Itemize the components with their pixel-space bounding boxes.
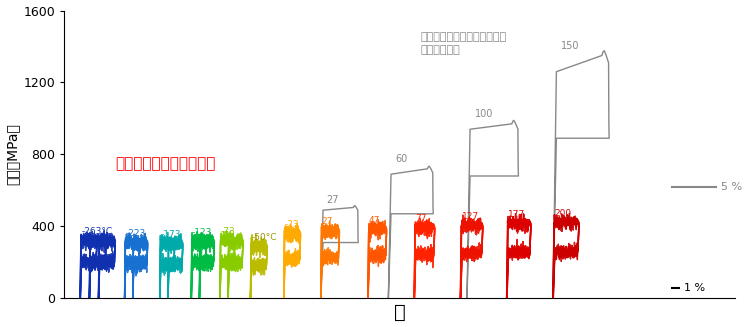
Text: -50°C: -50°C [251, 232, 277, 242]
Text: 150: 150 [562, 41, 580, 51]
Text: -263°C: -263°C [81, 227, 112, 236]
Text: 60: 60 [395, 154, 407, 164]
Text: 77: 77 [416, 214, 427, 223]
Text: -23: -23 [285, 220, 299, 229]
Text: 比較）ニッケル－チタン合金
（実用材料）: 比較）ニッケル－チタン合金 （実用材料） [421, 32, 507, 55]
Text: 47: 47 [369, 215, 380, 225]
Text: 1 %: 1 % [685, 284, 706, 293]
Text: -223: -223 [125, 229, 146, 238]
Text: 100: 100 [475, 109, 493, 119]
Text: 5 %: 5 % [722, 182, 742, 192]
Text: -73: -73 [220, 227, 236, 236]
Text: 27: 27 [322, 217, 333, 226]
Text: 127: 127 [462, 212, 478, 221]
Text: 27: 27 [326, 195, 339, 205]
Text: -173: -173 [160, 230, 181, 239]
Y-axis label: 応力（MPa）: 応力（MPa） [5, 124, 20, 185]
Text: 開発した鉄系超弾性合金: 開発した鉄系超弾性合金 [116, 156, 216, 171]
Text: 200: 200 [554, 209, 572, 218]
Text: 177: 177 [508, 210, 525, 219]
Text: -123: -123 [192, 228, 212, 237]
X-axis label: 歪: 歪 [394, 302, 406, 321]
